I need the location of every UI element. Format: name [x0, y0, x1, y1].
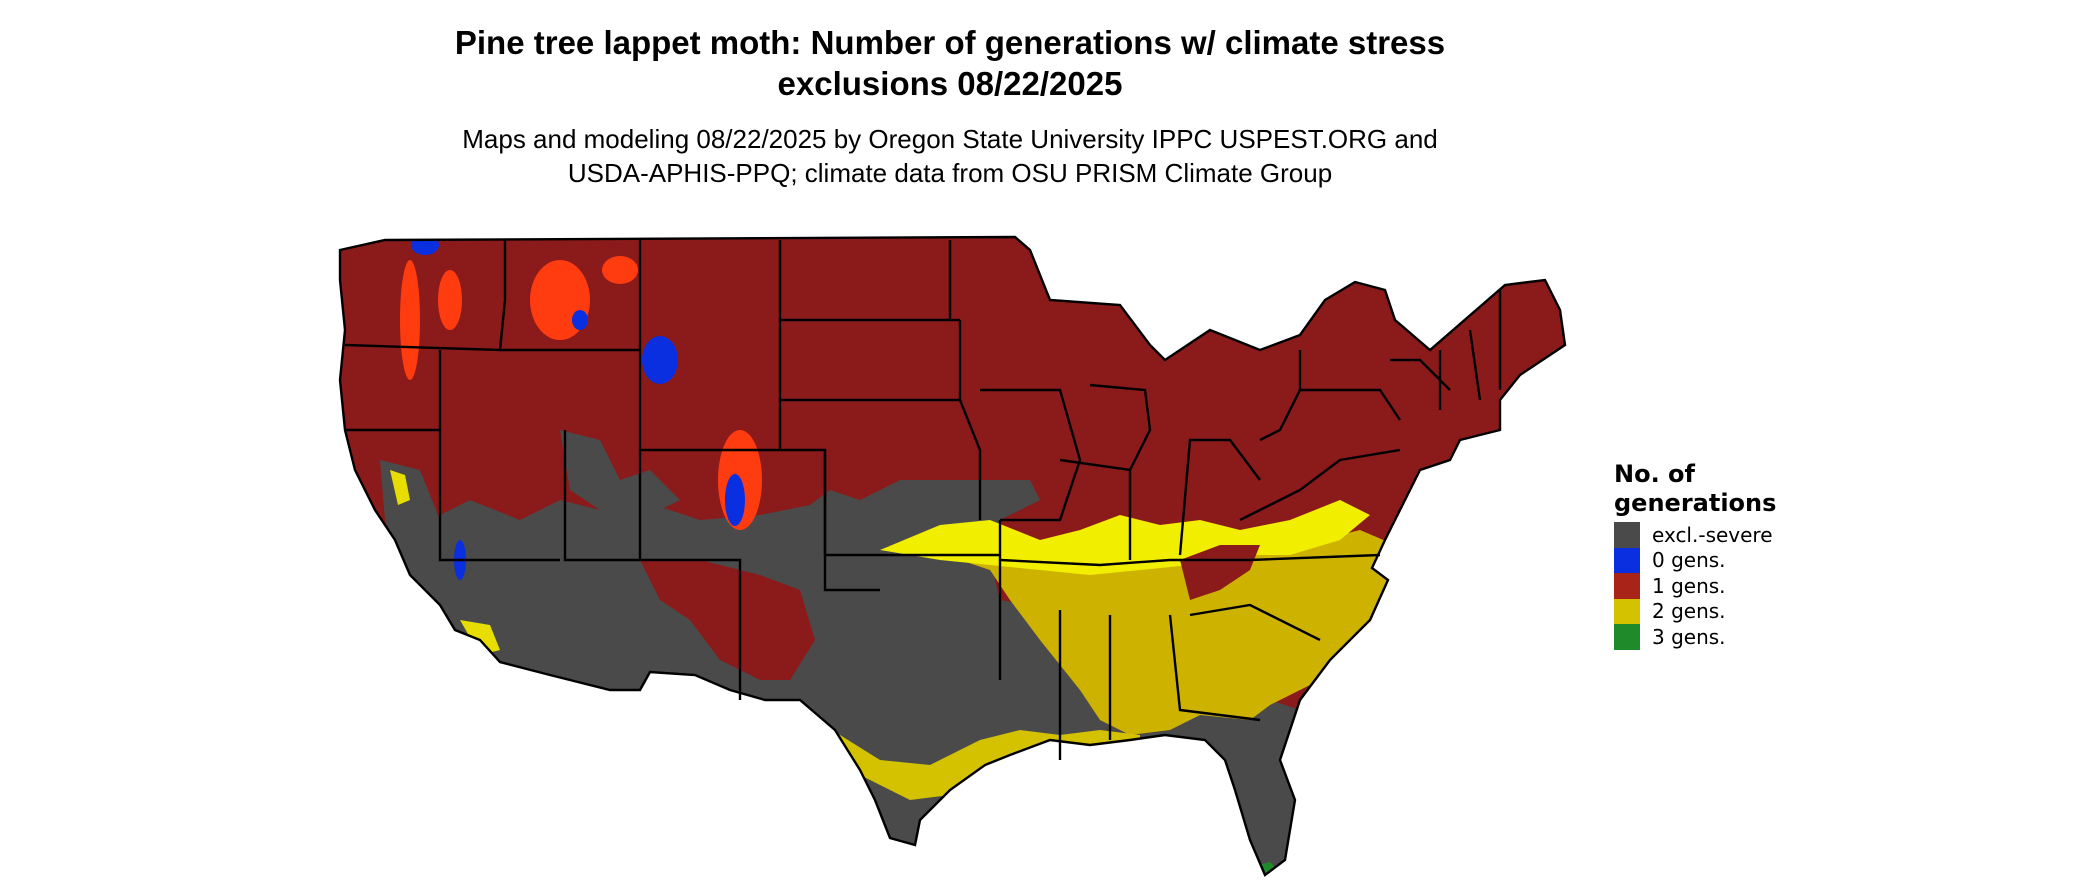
- legend-item: excl.-severe: [1614, 522, 1776, 548]
- legend-label: 3 gens.: [1652, 624, 1726, 649]
- map-title: Pine tree lappet moth: Number of generat…: [454, 24, 1446, 102]
- zone-excluded-great-basin: [560, 430, 680, 520]
- legend-title: No. of generations: [1614, 460, 1777, 517]
- state-boundaries: [338, 235, 1567, 877]
- legend-item: 1 gens.: [1614, 573, 1776, 599]
- zone-excluded-central-valley: [380, 460, 480, 630]
- legend-swatch: [1614, 598, 1640, 624]
- legend-swatch: [1614, 522, 1640, 548]
- legend-swatch: [1614, 624, 1640, 650]
- map-subtitle: Maps and modeling 08/22/2025 by Oregon S…: [462, 124, 1438, 188]
- zone-2-gen-california: [390, 470, 410, 505]
- zone-2-gen-southeast: [930, 530, 1400, 735]
- legend-item: 0 gens.: [1614, 547, 1776, 573]
- legend-swatch: [1614, 573, 1640, 599]
- zone-1-gen-appalachia: [1180, 545, 1260, 600]
- legend-label: 1 gens.: [1652, 573, 1726, 598]
- zone-0-gen: [411, 237, 745, 580]
- zone-1-gen-nm-az: [640, 560, 815, 680]
- us-generations-map: [338, 235, 1567, 877]
- legend-item: 2 gens.: [1614, 598, 1776, 624]
- legend-items: excl.-severe 0 gens. 1 gens. 2 gens. 3 gens.: [1614, 522, 1776, 650]
- legend-label: 2 gens.: [1652, 599, 1726, 624]
- legend-label: excl.-severe: [1652, 522, 1773, 547]
- legend-item: 3 gens.: [1614, 624, 1776, 650]
- zone-2-gen-gulf-coast: [760, 715, 1140, 800]
- map-legend: No. of generations excl.-severe 0 gens. 1 …: [1614, 460, 1776, 650]
- legend-swatch: [1614, 547, 1640, 573]
- legend-label: 0 gens.: [1652, 548, 1726, 573]
- zone-high-elevation: [400, 256, 762, 530]
- zone-2-gen-bright-band: [880, 500, 1370, 575]
- zone-2-gen-socal: [460, 620, 500, 655]
